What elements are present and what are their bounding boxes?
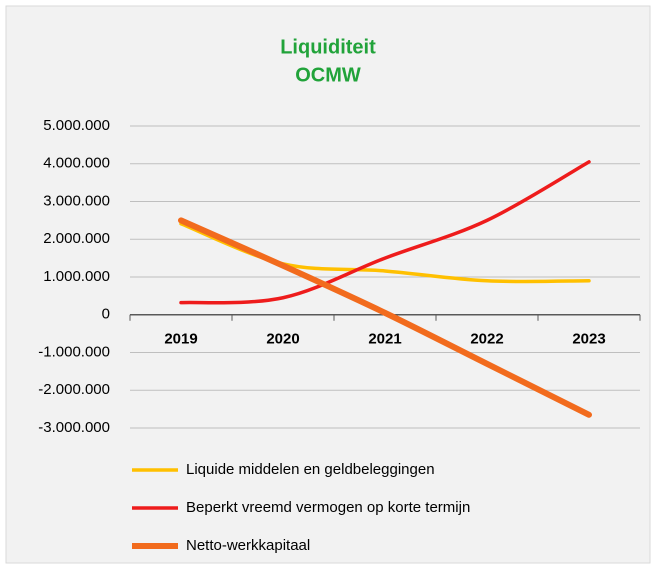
y-tick-label: 3.000.000 — [43, 192, 110, 209]
line-series — [179, 160, 591, 305]
chart-title: OCMW — [295, 64, 361, 86]
x-tick-label: 2023 — [572, 331, 605, 348]
x-tick-label: 2021 — [368, 331, 401, 348]
y-tick-label: -3.000.000 — [38, 419, 110, 436]
legend-label: Liquide middelen en geldbeleggingen — [186, 461, 435, 478]
chart-title: Liquiditeit — [280, 36, 376, 58]
line-series — [178, 217, 592, 418]
y-tick-label: 4.000.000 — [43, 155, 110, 172]
x-tick-label: 2020 — [266, 331, 299, 348]
y-tick-label: -2.000.000 — [38, 381, 110, 398]
legend-label: Beperkt vreemd vermogen op korte termijn — [186, 499, 470, 516]
y-tick-label: 2.000.000 — [43, 230, 110, 247]
y-tick-label: 0 — [102, 306, 110, 323]
y-tick-label: 5.000.000 — [43, 117, 110, 134]
x-tick-label: 2022 — [470, 331, 503, 348]
y-tick-label: -1.000.000 — [38, 343, 110, 360]
y-tick-label: 1.000.000 — [43, 268, 110, 285]
x-tick-label: 2019 — [164, 331, 197, 348]
legend-label: Netto-werkkapitaal — [186, 537, 310, 554]
